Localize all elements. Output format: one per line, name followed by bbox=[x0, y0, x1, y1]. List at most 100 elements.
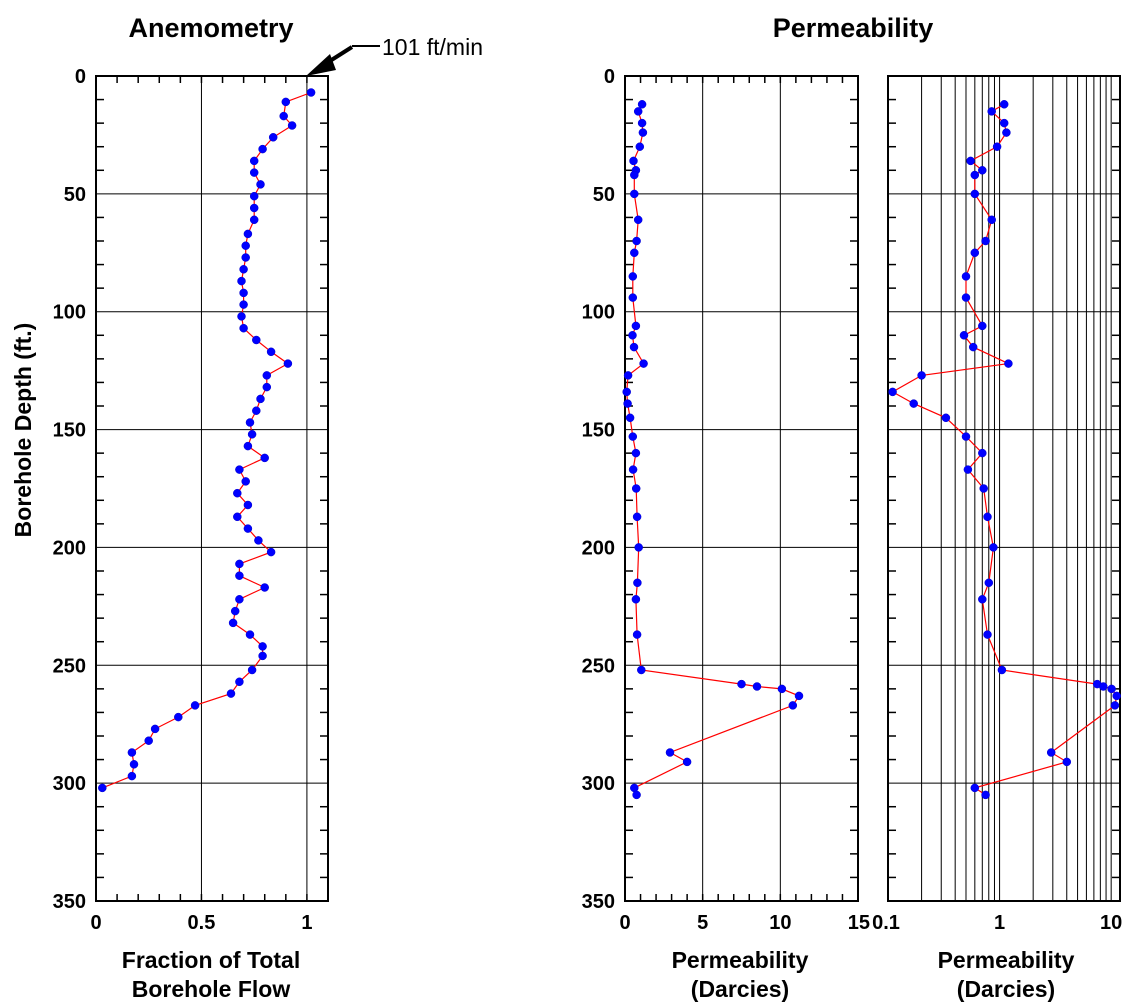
data-point bbox=[682, 757, 692, 767]
data-point bbox=[888, 387, 897, 397]
data-point bbox=[632, 630, 642, 639]
data-point bbox=[628, 432, 638, 441]
data-point bbox=[1046, 748, 1056, 757]
data-point bbox=[266, 347, 276, 357]
y-tick-label: 50 bbox=[593, 184, 615, 206]
data-point bbox=[174, 712, 183, 722]
data-point bbox=[243, 500, 253, 510]
plot-frame bbox=[95, 75, 329, 902]
data-point bbox=[252, 335, 261, 345]
data-point bbox=[999, 100, 1009, 109]
x-tick-label: 0.1 bbox=[872, 912, 900, 934]
data-point bbox=[233, 488, 242, 498]
data-point bbox=[777, 684, 787, 694]
data-point bbox=[281, 97, 291, 107]
data-point bbox=[622, 387, 631, 397]
data-point bbox=[983, 512, 992, 522]
data-point bbox=[630, 189, 639, 199]
data-point bbox=[245, 630, 255, 639]
data-point bbox=[633, 215, 643, 225]
data-point bbox=[256, 394, 265, 404]
data-point bbox=[623, 371, 633, 380]
x-tick-label: 0 bbox=[90, 912, 101, 934]
data-point bbox=[628, 465, 638, 474]
data-point bbox=[628, 293, 638, 302]
data-point bbox=[637, 100, 647, 109]
data-point bbox=[630, 170, 639, 180]
data-point bbox=[249, 203, 259, 213]
data-point bbox=[1110, 701, 1120, 710]
data-point bbox=[634, 543, 643, 552]
chart-panel-3: 0.1 1 10 bbox=[872, 75, 1122, 934]
data-point bbox=[258, 651, 267, 661]
data-point bbox=[665, 748, 675, 757]
data-point bbox=[235, 559, 244, 569]
data-point bbox=[260, 583, 269, 592]
data-point bbox=[239, 265, 248, 274]
data-point bbox=[260, 453, 269, 463]
flow-rate-annotation: 101 ft/min bbox=[382, 34, 483, 60]
data-point bbox=[981, 236, 990, 246]
x-tick-label: 1 bbox=[301, 912, 312, 934]
data-point bbox=[256, 180, 265, 189]
data-point bbox=[992, 142, 1002, 151]
data-point bbox=[239, 300, 248, 309]
data-point bbox=[237, 276, 246, 286]
data-point bbox=[262, 382, 272, 392]
y-tick-label: 0 bbox=[604, 66, 615, 88]
data-point bbox=[235, 465, 244, 474]
data-point bbox=[630, 248, 639, 258]
data-point bbox=[306, 88, 316, 97]
data-point bbox=[254, 536, 263, 545]
data-point bbox=[983, 630, 992, 639]
data-point bbox=[628, 272, 638, 281]
data-point bbox=[978, 321, 987, 331]
data-point bbox=[1004, 359, 1013, 368]
data-point bbox=[262, 371, 272, 380]
y-tick-label: 300 bbox=[582, 773, 615, 795]
data-point bbox=[979, 484, 988, 493]
plot-frame bbox=[887, 75, 1121, 902]
data-point bbox=[247, 665, 257, 675]
data-point bbox=[235, 677, 244, 687]
data-point bbox=[989, 543, 998, 552]
data-point bbox=[228, 618, 238, 628]
data-point bbox=[249, 215, 259, 225]
data-point bbox=[190, 701, 200, 710]
data-point bbox=[966, 156, 975, 166]
series-line bbox=[891, 103, 1118, 796]
data-point bbox=[752, 682, 762, 691]
data-point bbox=[247, 430, 257, 439]
data-point bbox=[941, 413, 951, 423]
data-point bbox=[150, 724, 160, 734]
data-point bbox=[637, 118, 647, 128]
data-point bbox=[997, 665, 1007, 675]
y-tick-label: 100 bbox=[582, 302, 615, 324]
data-point bbox=[239, 288, 248, 298]
y-tick-label: 150 bbox=[53, 420, 86, 442]
data-point bbox=[909, 399, 918, 408]
data-point bbox=[970, 170, 980, 180]
data-point bbox=[970, 248, 980, 258]
anemometry-xlabel-line1: Fraction of Total bbox=[122, 947, 300, 973]
data-point bbox=[629, 156, 638, 166]
data-point bbox=[241, 253, 250, 262]
y-tick-label: 150 bbox=[582, 420, 615, 442]
series-line bbox=[102, 91, 312, 789]
data-point bbox=[637, 665, 646, 675]
data-point bbox=[1099, 682, 1108, 691]
data-point bbox=[245, 418, 255, 427]
data-point bbox=[287, 121, 297, 130]
y-tick-label: 250 bbox=[53, 655, 86, 677]
data-point bbox=[249, 191, 259, 201]
x-tick-label: 10 bbox=[769, 912, 791, 934]
data-point bbox=[633, 578, 642, 588]
data-point bbox=[978, 448, 987, 458]
anemometry-title: Anemometry bbox=[128, 13, 293, 43]
data-point bbox=[794, 691, 804, 701]
perm-log-xlabel-line2: (Darcies) bbox=[957, 976, 1055, 1002]
data-point bbox=[1062, 757, 1072, 767]
data-point bbox=[633, 107, 643, 116]
